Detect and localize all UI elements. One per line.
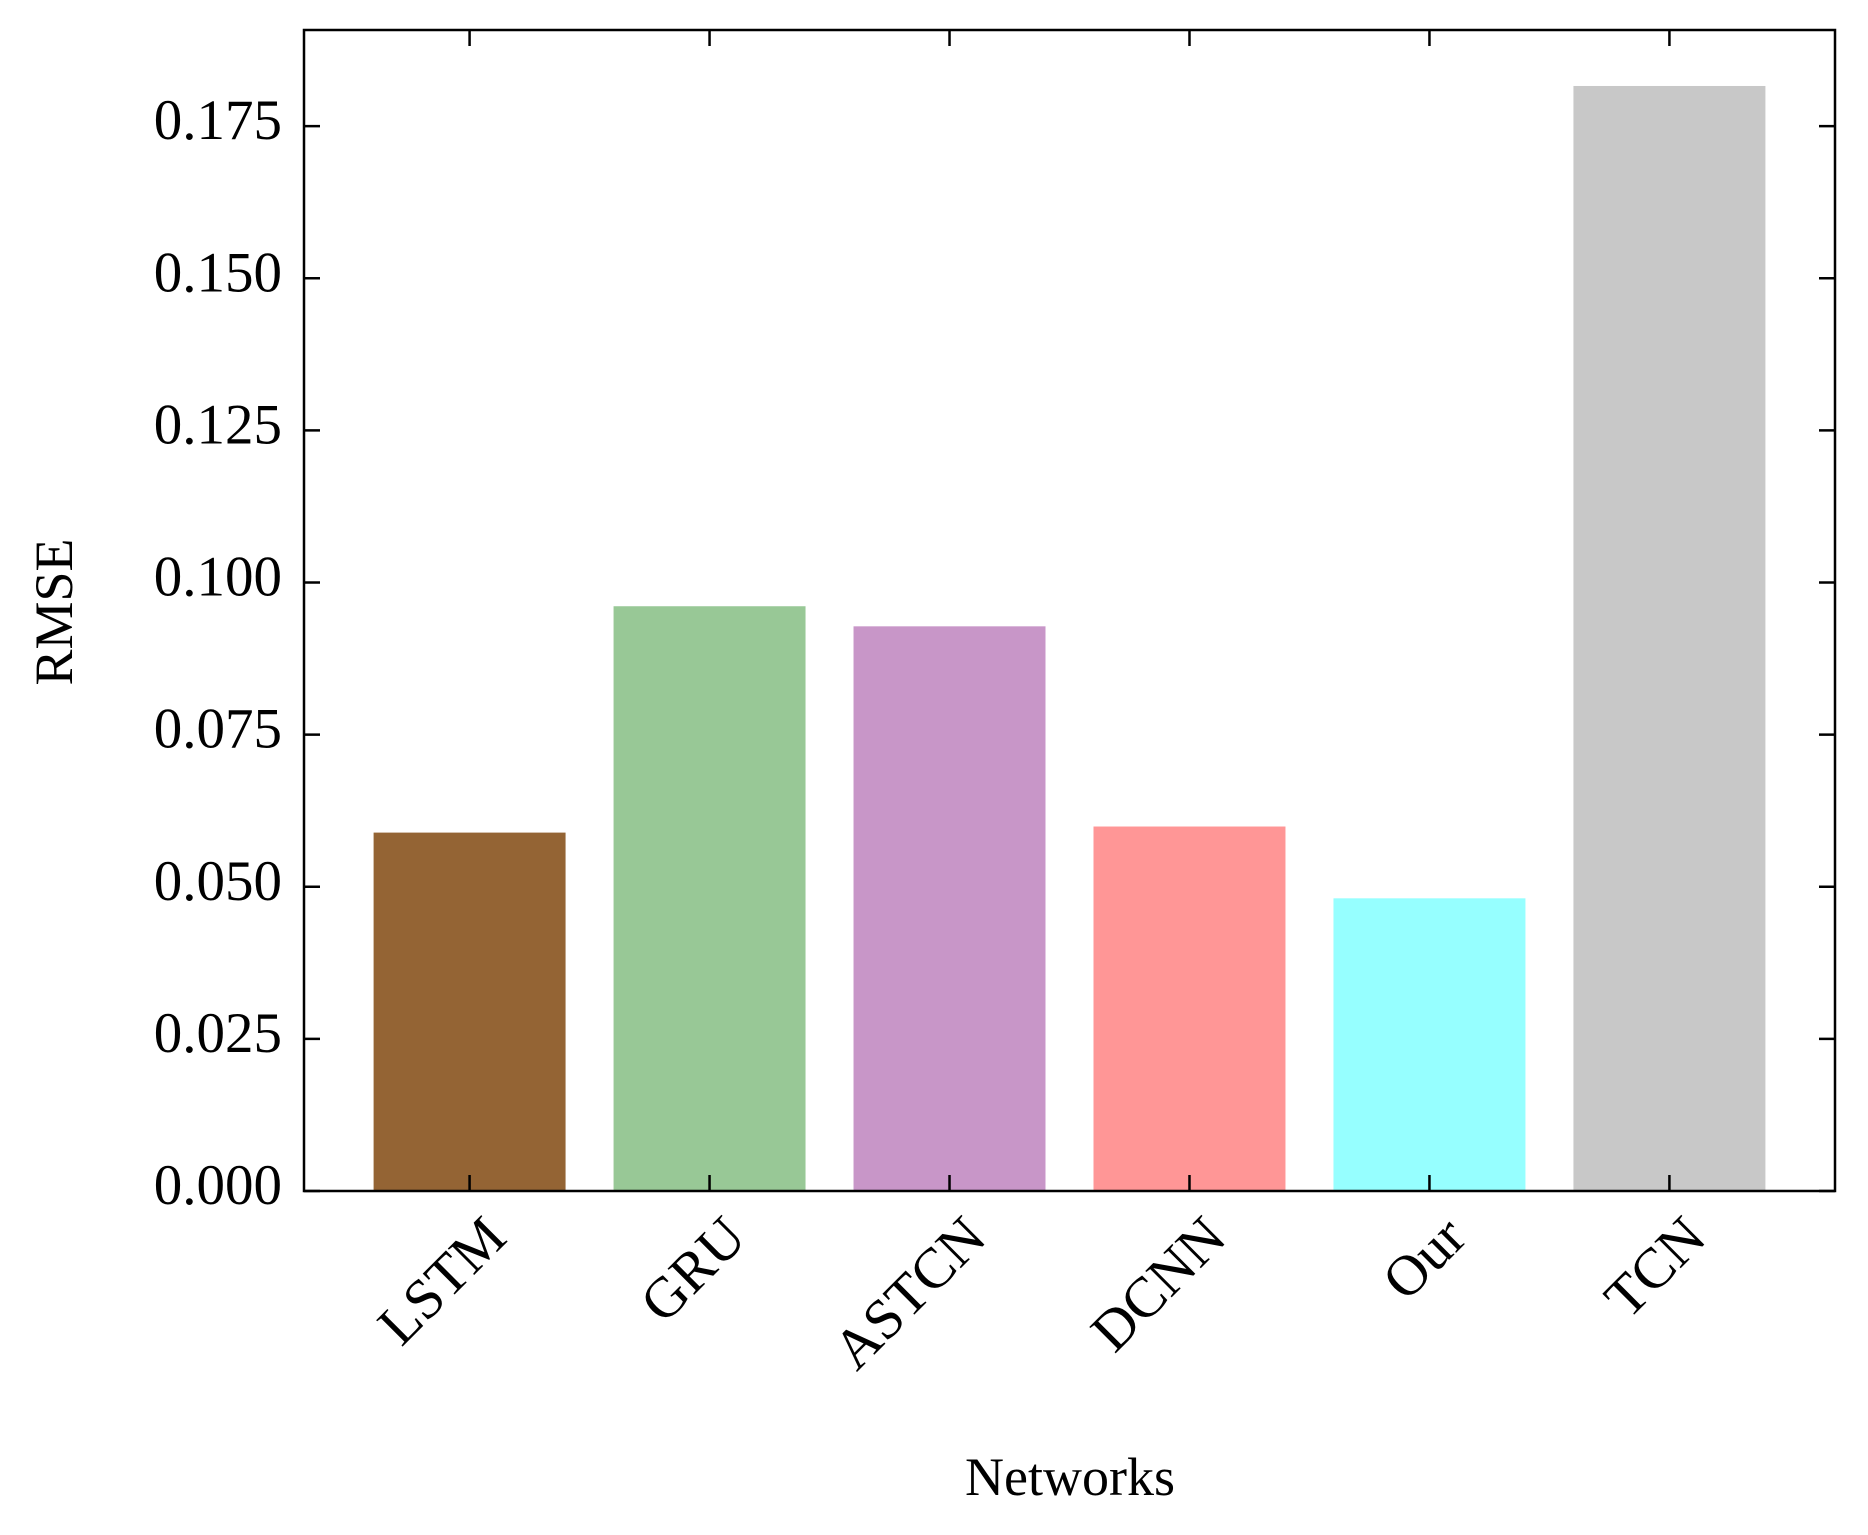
bar (1093, 826, 1286, 1191)
x-tick-label: Our (1371, 1205, 1478, 1312)
y-tick-label: 0.125 (154, 393, 282, 456)
y-tick-label: 0.050 (154, 850, 282, 913)
y-axis-label: RMSE (24, 538, 84, 685)
x-tick-label: GRU (628, 1205, 758, 1335)
x-tick-label: TCN (1593, 1205, 1718, 1330)
bar (853, 626, 1046, 1191)
bar (1573, 85, 1766, 1192)
bar (613, 606, 806, 1191)
bar (373, 832, 566, 1191)
y-tick-label: 0.025 (154, 1002, 282, 1065)
x-tick-label: ASTCN (821, 1205, 998, 1382)
plot-frame (302, 28, 1837, 1193)
y-tick-label: 0.075 (154, 698, 282, 761)
y-tick-label: 0.100 (154, 546, 282, 609)
y-tick-label: 0.150 (154, 241, 282, 304)
y-tick-label: 0.000 (154, 1154, 282, 1217)
x-tick-label: DCNN (1079, 1205, 1238, 1364)
bar (1333, 898, 1526, 1191)
x-axis-label: Networks (965, 1447, 1175, 1507)
y-tick-label: 0.175 (154, 89, 282, 152)
x-tick-label: LSTM (366, 1205, 518, 1357)
